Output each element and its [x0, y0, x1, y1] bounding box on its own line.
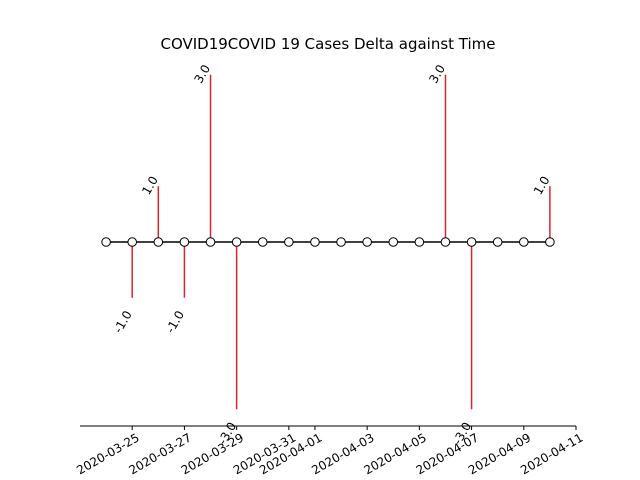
- stem-marker: [388, 237, 399, 247]
- stem-marker: [179, 237, 190, 247]
- stem-marker: [440, 237, 451, 247]
- stem-marker: [127, 237, 138, 247]
- stem-marker: [153, 237, 164, 247]
- stem-marker: [362, 237, 372, 247]
- stem-layer: [131, 74, 551, 410]
- stem-marker: [205, 237, 216, 247]
- stem-marker: [518, 237, 529, 247]
- stem-marker: [101, 237, 111, 247]
- stem-marker: [492, 237, 503, 247]
- stem-marker: [466, 237, 477, 247]
- stem-marker: [257, 237, 268, 247]
- stem-marker: [310, 237, 320, 247]
- stem-marker: [231, 237, 242, 247]
- stem-marker: [545, 237, 555, 247]
- stem-marker: [284, 237, 294, 247]
- stem-marker: [414, 237, 425, 247]
- chart-title: COVID19COVID 19 Cases Delta against Time: [160, 35, 495, 53]
- stem-marker: [336, 237, 346, 247]
- marker-layer: [101, 237, 555, 247]
